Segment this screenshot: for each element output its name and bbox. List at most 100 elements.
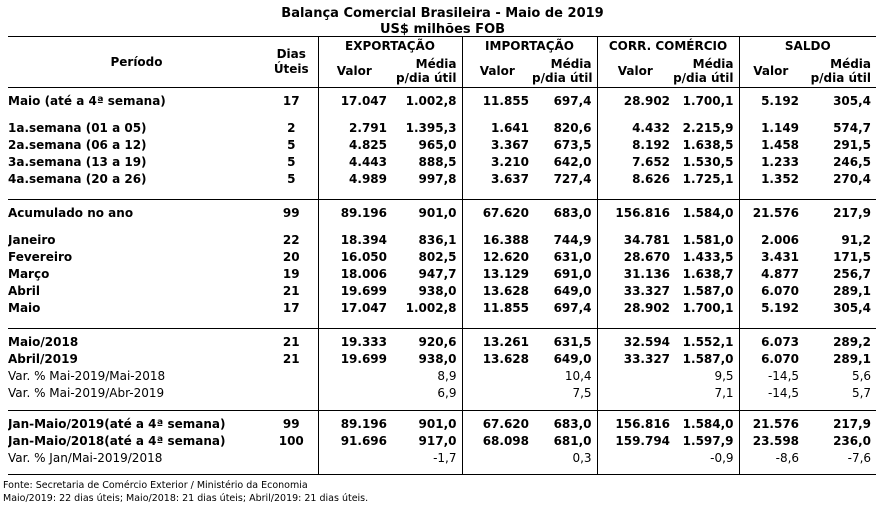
spacer-row: [8, 466, 877, 475]
period-cell: Abril/2019: [8, 351, 78, 366]
subheader-importacao-valor: Valor: [461, 54, 533, 88]
importacao-media-cell: 691,0: [553, 266, 592, 281]
exportacao-valor-cell: 18.006: [317, 265, 390, 283]
dias-uteis-cell: [265, 466, 318, 475]
corr-comercio-media-cell: 2.215,9: [682, 120, 734, 135]
exportacao-media-cell: [390, 110, 462, 120]
saldo-valor-cell: [738, 401, 803, 411]
corr-comercio-media-cell: 1.530,5: [682, 154, 734, 169]
period-cell: 2a.semana (06 a 12): [8, 137, 147, 152]
importacao-media-cell: 642,0: [553, 154, 592, 169]
exportacao-valor-cell: [317, 187, 390, 200]
source-note: Fonte: Secretaria de Comércio Exterior /…: [3, 480, 308, 491]
importacao-valor-cell: [461, 384, 533, 402]
saldo-valor-cell: [738, 316, 803, 329]
exportacao-media-cell: 836,1: [418, 232, 457, 247]
exportacao-media-cell: 6,9: [437, 385, 457, 400]
importacao-media-cell: 744,9: [553, 232, 592, 247]
period-cell: [8, 466, 265, 475]
dias-uteis-cell: [265, 110, 318, 120]
dias-uteis-cell: 20: [282, 249, 300, 264]
importacao-media-cell: [532, 466, 598, 475]
importacao-media-cell: 681,0: [553, 433, 592, 448]
spacer-row: [8, 410, 877, 416]
dias-uteis-cell: [265, 402, 318, 411]
dias-uteis-cell: [265, 188, 318, 200]
period-cell: [8, 402, 265, 411]
corr-comercio-media-cell: [673, 199, 740, 205]
trade-balance-table: Período Dias Úteis EXPORTAÇÃO IMPORTAÇÃO…: [8, 36, 877, 475]
dias-uteis-cell: [265, 368, 318, 385]
importacao-media-cell: 727,4: [553, 171, 592, 186]
exportacao-valor-cell: [317, 384, 390, 402]
period-cell: [8, 222, 265, 232]
importacao-valor-cell: [461, 367, 533, 385]
exportacao-media-cell: [390, 317, 462, 329]
corr-comercio-valor-cell: [596, 199, 674, 205]
dias-uteis-cell: [265, 328, 318, 334]
corr-comercio-media-cell: [673, 188, 739, 200]
saldo-valor-cell: 5.192: [738, 92, 803, 110]
corr-comercio-valor-cell: 32.594: [596, 333, 674, 351]
table-row: Var. % Mai-2019/Mai-2018 8,9 10,4 9,5 -14,5 5…: [8, 367, 876, 385]
period-cell: 4a.semana (20 a 26): [8, 171, 147, 186]
saldo-media-cell: 91,2: [841, 232, 872, 247]
period-cell: Janeiro: [8, 232, 56, 247]
subheader-corr-comercio-media: Média p/dia útil: [673, 54, 740, 88]
exportacao-media-cell: 917,0: [418, 433, 457, 448]
corr-comercio-media-cell: 1.725,1: [682, 171, 734, 186]
exportacao-valor-cell: 4.443: [317, 153, 390, 171]
corr-comercio-media-cell: 1.700,1: [682, 300, 734, 315]
subheader-saldo-media: Média p/dia útil: [802, 54, 877, 88]
saldo-media-cell: 217,9: [833, 205, 872, 220]
importacao-media-cell: 649,0: [553, 351, 592, 366]
exportacao-media-cell: 1.002,8: [405, 93, 457, 108]
period-cell: Maio/2018: [8, 334, 79, 349]
importacao-valor-cell: 11.855: [461, 299, 533, 317]
period-cell: [8, 317, 265, 329]
corr-comercio-valor-cell: [596, 401, 674, 411]
exportacao-media-cell: [390, 466, 463, 475]
table-body: Maio (até a 4ª semana) 17 17.047 1.002,8 11.…: [8, 87, 877, 475]
importacao-valor-cell: [461, 199, 533, 205]
corr-comercio-valor-cell: [596, 410, 674, 416]
importacao-media-cell: [532, 402, 597, 411]
importacao-valor-cell: 3.210: [461, 153, 533, 171]
corr-comercio-media-cell: 1.587,0: [682, 351, 734, 366]
importacao-valor-cell: 3.637: [461, 170, 533, 188]
saldo-valor-cell: 1.458: [738, 136, 803, 154]
importacao-valor-cell: [461, 466, 533, 475]
corr-comercio-valor-cell: [596, 87, 674, 93]
table-row: Acumulado no ano 99 89.196 901,0 67.620 683,0…: [8, 204, 876, 222]
dias-uteis-cell: [265, 199, 318, 205]
workdays-note: Maio/2019: 22 dias úteis; Maio/2018: 21 …: [3, 493, 369, 504]
subheader-importacao-media: Média p/dia útil: [532, 54, 598, 88]
exportacao-media-cell: 997,8: [418, 171, 457, 186]
corr-comercio-valor-cell: 7.652: [596, 153, 674, 171]
corr-comercio-valor-cell: 159.794: [596, 432, 674, 450]
period-cell: [8, 188, 265, 200]
saldo-media-cell: [802, 199, 877, 205]
importacao-valor-cell: 12.620: [461, 248, 533, 266]
saldo-media-cell: 289,1: [833, 351, 872, 366]
importacao-valor-cell: [461, 187, 533, 200]
exportacao-valor-cell: 17.047: [317, 92, 390, 110]
title-block: Balança Comercial Brasileira - Maio de 2…: [0, 0, 885, 37]
exportacao-valor-cell: 19.333: [317, 333, 390, 351]
spacer-row: [8, 316, 876, 329]
exportacao-media-cell: 938,0: [418, 283, 457, 298]
importacao-media-cell: 697,4: [553, 93, 592, 108]
saldo-valor-cell: -14,5: [738, 367, 803, 385]
period-cell: Var. % Mai-2019/Abr-2019: [8, 385, 165, 400]
exportacao-media-cell: 947,7: [418, 266, 457, 281]
saldo-valor-cell: 6.073: [738, 333, 803, 351]
saldo-valor-cell: 6.070: [738, 282, 803, 300]
exportacao-media-cell: 965,0: [418, 137, 457, 152]
table-row: Fevereiro 20 16.050 802,5 12.620 631,0 28.670 1…: [8, 248, 876, 266]
saldo-media-cell: 305,4: [833, 93, 872, 108]
saldo-valor-cell: 1.149: [738, 119, 803, 137]
saldo-media-cell: [802, 317, 876, 329]
saldo-valor-cell: -14,5: [738, 384, 803, 402]
dias-uteis-cell: [265, 317, 318, 329]
